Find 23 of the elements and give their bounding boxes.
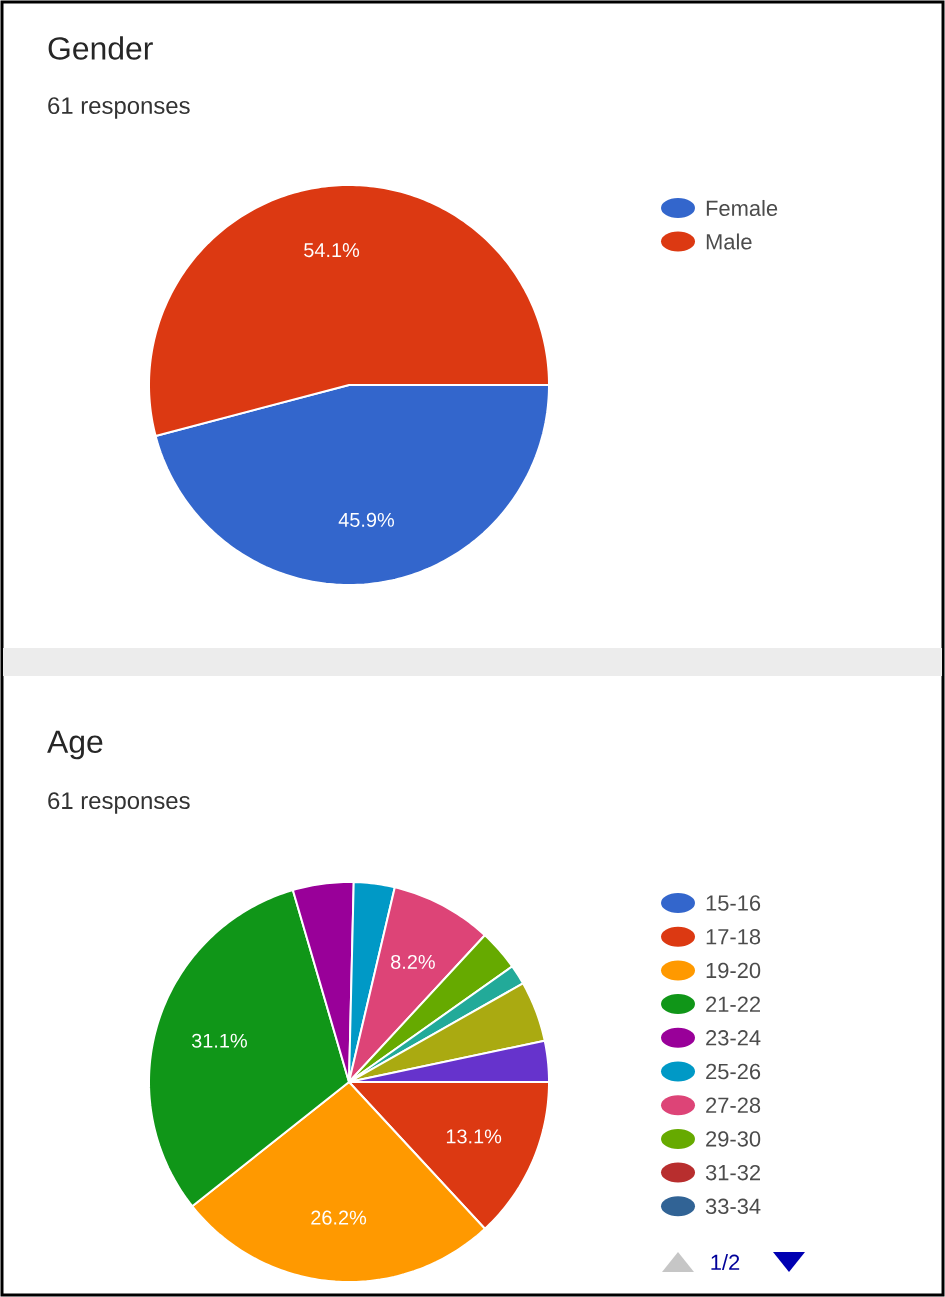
chart-title: Gender <box>48 36 153 60</box>
data-label: 54.1% <box>304 243 360 258</box>
data-label: 45.9% <box>338 512 395 527</box>
legend-label: Male <box>706 233 752 250</box>
legend-label: 27-28 <box>706 1097 761 1113</box>
chart-title: Age <box>47 730 103 760</box>
legend-label: 33-34 <box>705 1198 761 1215</box>
legend-label: 25-26 <box>706 1063 761 1080</box>
legend-label: 17-18 <box>706 928 761 945</box>
legend-label: Female <box>706 199 778 217</box>
legend-label: 21-22 <box>706 996 760 1012</box>
chart-subtitle: 61 responses <box>48 97 190 119</box>
data-label: 31.1% <box>191 1033 247 1048</box>
data-label: 26.2% <box>311 1210 367 1225</box>
legend-label: 31-32 <box>705 1164 760 1181</box>
legend-label: 29-30 <box>706 1131 761 1147</box>
legend-label: 15-16 <box>706 895 761 911</box>
data-label: 13.1% <box>446 1129 502 1144</box>
legend-label: 19-20 <box>706 962 761 979</box>
chart-subtitle: 61 responses <box>48 792 190 814</box>
data-label: 8.2% <box>391 954 435 969</box>
legend-label: 23-24 <box>706 1030 761 1046</box>
text: 1/2 <box>711 1253 740 1271</box>
